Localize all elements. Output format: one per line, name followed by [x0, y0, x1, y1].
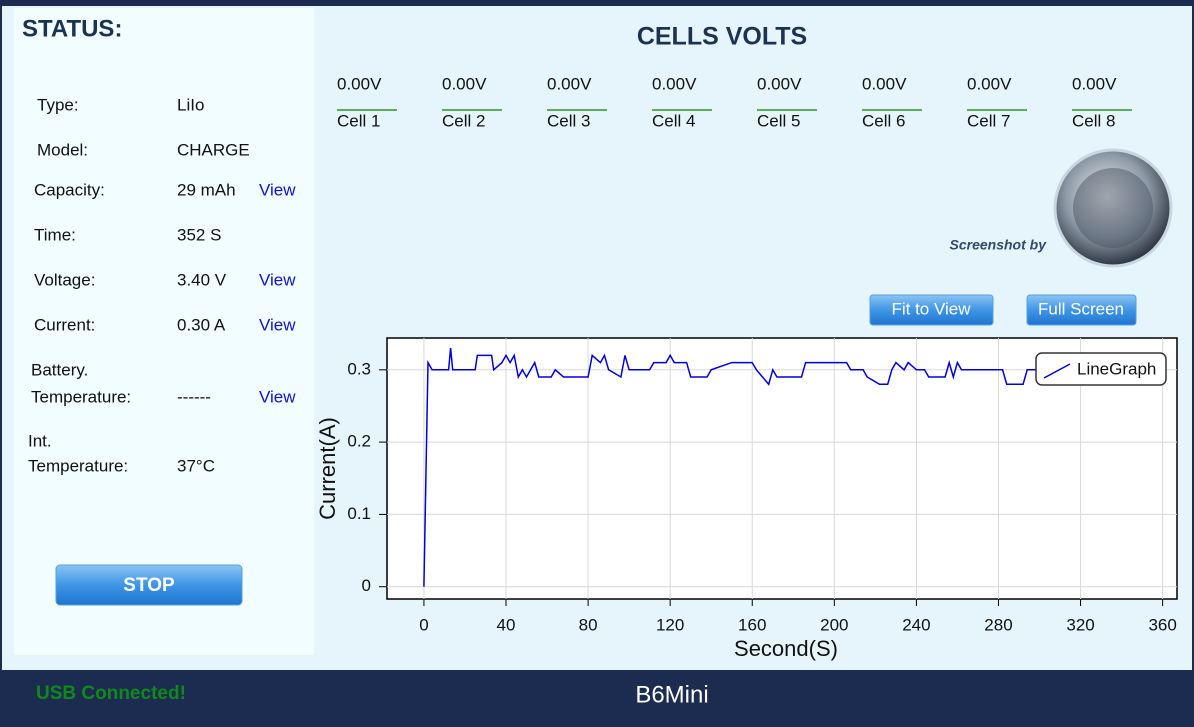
- status-label: Type:: [37, 95, 79, 114]
- legend-label: LineGraph: [1077, 359, 1156, 378]
- view-link[interactable]: View: [259, 180, 296, 199]
- status-label: Current:: [34, 315, 95, 334]
- credit: Screenshot by: [950, 237, 1048, 253]
- cell-label: Cell 1: [337, 111, 380, 130]
- cell-voltage: 0.00V: [547, 74, 592, 93]
- status-value: 29 mAh: [177, 180, 236, 199]
- y-axis-label: Current(A): [315, 417, 340, 520]
- fullscreen-label: Full Screen: [1038, 299, 1124, 318]
- x-axis-label: Second(S): [734, 636, 838, 661]
- device-name: B6Mini: [635, 681, 708, 708]
- status-value: 3.40 V: [177, 270, 227, 289]
- cell-label: Cell 7: [967, 111, 1010, 130]
- fullscreen-button[interactable]: [1026, 294, 1137, 326]
- cells: 0.00V Cell 1 0.00V Cell 2 0.00V Cell 3 0.00V Ce…: [337, 74, 1132, 130]
- legend: [1035, 352, 1167, 386]
- cell-voltage: 0.00V: [757, 74, 802, 93]
- cell-label: Cell 5: [757, 111, 800, 130]
- x-tick-label: 40: [497, 615, 516, 634]
- stop-button[interactable]: [55, 564, 243, 606]
- usb-status: USB Connected!: [36, 683, 186, 704]
- x-tick-label: 320: [1066, 615, 1094, 634]
- y-tick-label: 0: [362, 576, 371, 595]
- x-tick-label: 0: [419, 615, 428, 634]
- status-label: Model:: [37, 140, 88, 159]
- status-label: Temperature:: [28, 456, 128, 475]
- y-tick-label: 0.2: [347, 432, 371, 451]
- y-tick-label: 0.1: [347, 504, 371, 523]
- status-label-top: Int.: [28, 431, 52, 450]
- data-line: [423, 348, 1147, 587]
- logo-inner: [1073, 168, 1153, 248]
- x-tick-label: 160: [738, 615, 766, 634]
- x-tick-label: 280: [984, 615, 1012, 634]
- status-value: 352 S: [177, 225, 221, 244]
- status-label-top: Battery.: [31, 360, 88, 379]
- x-tick-label: 80: [579, 615, 598, 634]
- x-tick-label: 200: [820, 615, 848, 634]
- x-tick-label: 360: [1148, 615, 1176, 634]
- status-value: 0.30 A: [177, 315, 226, 334]
- status-value: ------: [177, 387, 211, 406]
- view-link[interactable]: View: [259, 270, 296, 289]
- cell-label: Cell 6: [862, 111, 905, 130]
- cell-label: Cell 2: [442, 111, 485, 130]
- view-link[interactable]: View: [259, 387, 296, 406]
- y-tick-label: 0.3: [347, 359, 371, 378]
- cell-voltage: 0.00V: [967, 74, 1012, 93]
- stop-label: STOP: [123, 575, 175, 596]
- status-rows: Type: LiIo Model: CHARGE Capacity: 29 mAh View…: [28, 95, 296, 475]
- cell-voltage: 0.00V: [337, 74, 382, 93]
- status-panel: [14, 8, 314, 655]
- cell-voltage: 0.00V: [862, 74, 907, 93]
- fit-label: Fit to View: [891, 299, 971, 318]
- status-value: 37°C: [177, 456, 215, 475]
- status-title: STATUS:: [22, 15, 122, 42]
- fit-button[interactable]: [869, 294, 994, 326]
- chart: 0 40 80 120 160 200 240 280 320 360 0 0.1 0.2 0.3 Seco…: [315, 337, 1178, 661]
- status-label: Time:: [34, 225, 76, 244]
- status-label: Capacity:: [34, 180, 105, 199]
- cell-label: Cell 8: [1072, 111, 1115, 130]
- cell-voltage: 0.00V: [442, 74, 487, 93]
- status-value: LiIo: [177, 95, 204, 114]
- legend-swatch: [1043, 363, 1071, 379]
- cell-voltage: 0.00V: [1072, 74, 1117, 93]
- x-tick-label: 240: [902, 615, 930, 634]
- cell-label: Cell 4: [652, 111, 695, 130]
- status-label: Voltage:: [34, 270, 95, 289]
- x-tick-label: 120: [656, 615, 684, 634]
- cells-title: CELLS VOLTS: [637, 23, 807, 51]
- cell-label: Cell 3: [547, 111, 590, 130]
- view-link[interactable]: View: [259, 315, 296, 334]
- cell-voltage: 0.00V: [652, 74, 697, 93]
- status-label: Temperature:: [31, 387, 131, 406]
- status-value: CHARGE: [177, 140, 250, 159]
